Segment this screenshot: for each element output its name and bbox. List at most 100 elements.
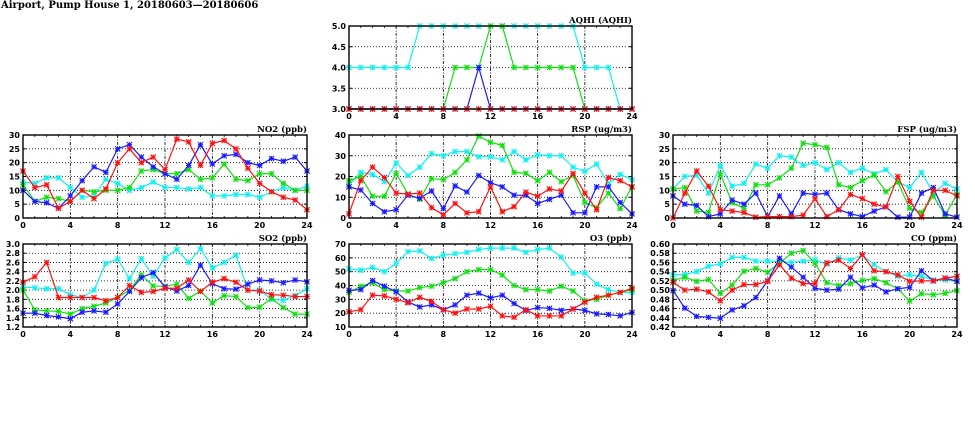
data-point-marker	[823, 287, 830, 294]
data-point-marker	[475, 208, 482, 215]
data-point-marker	[256, 170, 263, 177]
data-point-marker	[788, 154, 795, 161]
data-point-marker	[847, 265, 854, 272]
data-point-marker	[280, 194, 287, 201]
data-point-marker	[617, 177, 624, 184]
plot-frame	[672, 134, 958, 219]
data-point-marker	[522, 286, 529, 293]
data-point-marker	[487, 303, 494, 310]
data-point-marker	[463, 249, 470, 256]
y-tick-label: 0.56	[650, 258, 670, 267]
data-point-marker	[197, 141, 204, 148]
data-point-marker	[906, 214, 913, 221]
data-point-marker	[871, 172, 878, 179]
data-point-marker	[894, 271, 901, 278]
y-tick-label: 1.4	[6, 314, 21, 323]
data-point-marker	[581, 209, 588, 216]
data-point-marker	[741, 254, 747, 261]
data-point-marker	[581, 64, 588, 71]
data-point-marker	[114, 256, 121, 263]
data-point-marker	[776, 152, 783, 159]
data-point-marker	[546, 185, 553, 192]
data-point-marker	[404, 299, 411, 306]
data-point-marker	[871, 208, 878, 215]
data-point-marker	[570, 170, 577, 177]
data-point-marker	[475, 64, 482, 71]
data-point-marker	[752, 161, 759, 168]
data-point-marker	[522, 249, 529, 256]
data-point-marker	[800, 190, 807, 197]
data-point-marker	[393, 160, 400, 167]
x-tick-label: 24	[951, 330, 963, 339]
x-tick-label: 20	[904, 330, 916, 339]
data-point-marker	[256, 276, 263, 283]
x-tick-label: 24	[626, 112, 638, 121]
x-tick-label: 20	[254, 221, 266, 230]
data-point-marker	[102, 185, 109, 192]
data-point-marker	[883, 279, 889, 286]
data-point-marker	[511, 300, 518, 307]
data-point-marker	[91, 294, 97, 301]
data-point-marker	[906, 278, 913, 285]
y-tick-label: 0.52	[650, 277, 670, 286]
data-point-marker	[244, 281, 251, 288]
data-point-marker	[581, 168, 588, 175]
data-point-marker	[79, 187, 86, 194]
data-point-marker	[522, 170, 529, 177]
data-point-marker	[292, 187, 299, 194]
data-point-marker	[930, 291, 937, 298]
data-point-marker	[546, 305, 553, 312]
data-point-marker	[209, 279, 216, 286]
data-point-marker	[185, 138, 192, 145]
y-tick-label: 25	[9, 145, 21, 154]
data-point-marker	[605, 286, 612, 293]
data-point-marker	[546, 152, 553, 159]
data-point-marker	[871, 267, 878, 274]
data-point-marker	[357, 173, 364, 180]
x-tick-label: 0	[20, 330, 26, 339]
data-point-marker	[138, 289, 145, 296]
y-tick-label: 2.6	[6, 258, 21, 267]
data-point-marker	[558, 152, 565, 159]
y-tick-label: 0.48	[650, 295, 670, 304]
data-point-marker	[546, 169, 553, 176]
data-point-marker	[126, 282, 133, 289]
data-point-marker	[800, 280, 807, 287]
data-point-marker	[381, 174, 388, 181]
series-red	[346, 285, 635, 321]
data-point-marker	[162, 254, 168, 261]
data-point-marker	[268, 291, 275, 298]
data-point-marker	[605, 183, 612, 190]
data-point-marker	[705, 288, 712, 295]
data-point-marker	[511, 64, 518, 71]
data-point-marker	[31, 306, 38, 313]
data-point-marker	[233, 286, 239, 293]
data-point-marker	[43, 194, 50, 201]
data-point-marker	[681, 173, 688, 180]
data-point-marker	[823, 166, 830, 173]
data-point-marker	[79, 194, 86, 201]
data-point-marker	[752, 294, 759, 301]
y-tick-label: 0	[664, 214, 670, 223]
data-point-marker	[150, 179, 157, 186]
data-point-marker	[138, 154, 145, 161]
data-point-marker	[357, 169, 364, 176]
data-point-marker	[906, 298, 913, 305]
data-point-marker	[693, 202, 700, 209]
data-point-marker	[705, 190, 712, 197]
data-point-marker	[534, 200, 541, 207]
data-point-marker	[150, 163, 157, 170]
data-point-marker	[79, 305, 86, 312]
data-point-marker	[823, 259, 830, 266]
data-point-marker	[197, 184, 204, 191]
x-tick-label: 20	[254, 330, 266, 339]
data-point-marker	[404, 288, 411, 295]
data-point-marker	[593, 310, 600, 317]
data-point-marker	[705, 183, 712, 190]
data-point-marker	[835, 257, 842, 264]
data-point-marker	[357, 64, 364, 71]
data-point-marker	[823, 190, 830, 197]
data-point-marker	[452, 200, 459, 207]
panel-title: CO (ppm)	[911, 233, 957, 244]
data-point-marker	[79, 177, 86, 184]
